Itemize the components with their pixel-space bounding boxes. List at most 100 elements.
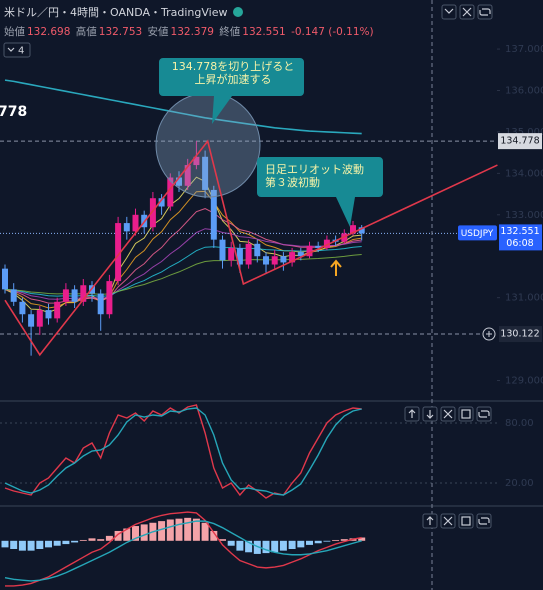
candle-body — [184, 165, 191, 186]
histogram-bar — [332, 539, 340, 541]
histogram-bar — [27, 540, 35, 551]
histogram-bar — [271, 540, 279, 553]
candle-body — [167, 177, 174, 207]
callout-text: 日足エリオット波動 — [265, 162, 364, 176]
y-tick-label: 135.000 — [505, 127, 543, 138]
symbol-title: 米ドル／円・4時間・OANDA・TradingView — [4, 6, 228, 19]
caret-icon — [7, 47, 15, 52]
histogram-bar — [323, 540, 331, 542]
candle-body — [123, 223, 130, 232]
maximize-button[interactable] — [458, 406, 474, 422]
indicators-toggle[interactable] — [3, 42, 31, 58]
candle-body — [132, 214, 139, 232]
callout-text: 上昇が加速する — [195, 72, 272, 86]
y-tick-label: 80.00 — [505, 418, 534, 429]
histogram-bar — [184, 517, 192, 541]
histogram-bar — [132, 526, 139, 541]
candle-body — [297, 252, 304, 257]
ohlc-label: 安値 — [147, 26, 169, 38]
ema-ribbon — [4, 176, 362, 313]
collapse-button[interactable] — [441, 4, 457, 20]
symbol-tag-label: USDJPY — [461, 229, 494, 239]
ohlc-legend: 始値 132.698 高値 132.753 安値 132.379 終値 132.551 … — [4, 24, 376, 39]
plot-layer: 137.000 136.000 135.000 134.000 133.000 131.0… — [0, 44, 543, 587]
histogram-bar — [1, 540, 9, 548]
histogram-bar — [288, 540, 296, 549]
price-tag-label: 132.551 — [500, 226, 539, 237]
histogram-bar — [79, 539, 87, 541]
change: -0.147 (-0.11%) — [291, 26, 374, 38]
y-tick-label: 131.000 — [505, 293, 543, 304]
cut-price-label: 778 — [0, 104, 27, 120]
y-tick-label: 20.00 — [505, 478, 534, 489]
histogram-bar — [88, 538, 96, 541]
ohlc-value: 132.698 — [27, 26, 71, 38]
candle-body — [36, 310, 43, 327]
candle-body — [236, 247, 243, 265]
candle-body — [289, 252, 296, 263]
candle-body — [2, 268, 8, 290]
histogram-bar — [140, 524, 148, 541]
histogram-bar — [236, 540, 244, 551]
candle-body — [350, 225, 356, 234]
histogram-bar — [253, 540, 261, 554]
candle-body — [10, 289, 17, 302]
histogram-bar — [306, 540, 313, 545]
candle-body — [263, 256, 269, 265]
indicator-count: 4 — [18, 46, 24, 57]
histogram-bar — [192, 518, 200, 541]
price-tag-label: 134.778 — [500, 136, 539, 147]
moving-average — [4, 79, 362, 135]
candle-body — [80, 285, 87, 302]
ohlc-label: 高値 — [75, 26, 97, 38]
candle-body — [315, 245, 322, 248]
candle-body — [323, 239, 330, 248]
histogram-bar — [340, 539, 348, 541]
histogram-bar — [314, 540, 322, 544]
ohlc-label: 始値 — [4, 26, 25, 38]
histogram-bar — [358, 537, 366, 541]
candle-body — [158, 198, 165, 207]
y-tick-label: 133.000 — [505, 210, 543, 221]
price-tag — [499, 326, 542, 343]
maximize-button[interactable] — [458, 513, 474, 529]
histogram-bar — [158, 521, 166, 541]
oscillator-line — [4, 404, 362, 499]
candle-body — [358, 227, 365, 234]
histogram-bar — [262, 540, 270, 554]
ohlc-value: 132.551 — [242, 26, 286, 38]
candle-body — [280, 256, 287, 263]
ohlc-label: 終値 — [219, 26, 241, 38]
candle-body — [28, 314, 35, 327]
candle-body — [254, 243, 261, 257]
candle-body — [228, 247, 235, 261]
candle-body — [245, 243, 252, 265]
candle-body — [97, 293, 104, 315]
candle-body — [45, 310, 52, 319]
candle-body — [219, 239, 226, 261]
candle-body — [54, 301, 61, 319]
status-icon — [233, 7, 243, 17]
macd-line — [4, 520, 362, 582]
y-tick-label: 129.000 — [505, 376, 543, 387]
callout-box — [257, 157, 383, 227]
oscillator-line — [4, 407, 362, 496]
histogram-bar — [245, 540, 253, 553]
ema-ribbon — [4, 228, 362, 300]
histogram-bar — [114, 530, 122, 541]
plus-icon — [486, 331, 492, 338]
callout-box — [159, 58, 304, 124]
histogram-bar — [105, 535, 113, 541]
histogram-bar — [175, 518, 183, 541]
histogram-bar — [45, 540, 52, 548]
arrow-up — [330, 259, 342, 276]
top-buttons — [441, 4, 493, 20]
callout-text: 第３波初動 — [265, 175, 320, 189]
histogram-bar — [71, 540, 79, 543]
candle-body — [176, 177, 182, 186]
price-tag — [499, 224, 542, 251]
countdown: 06:08 — [506, 238, 533, 249]
